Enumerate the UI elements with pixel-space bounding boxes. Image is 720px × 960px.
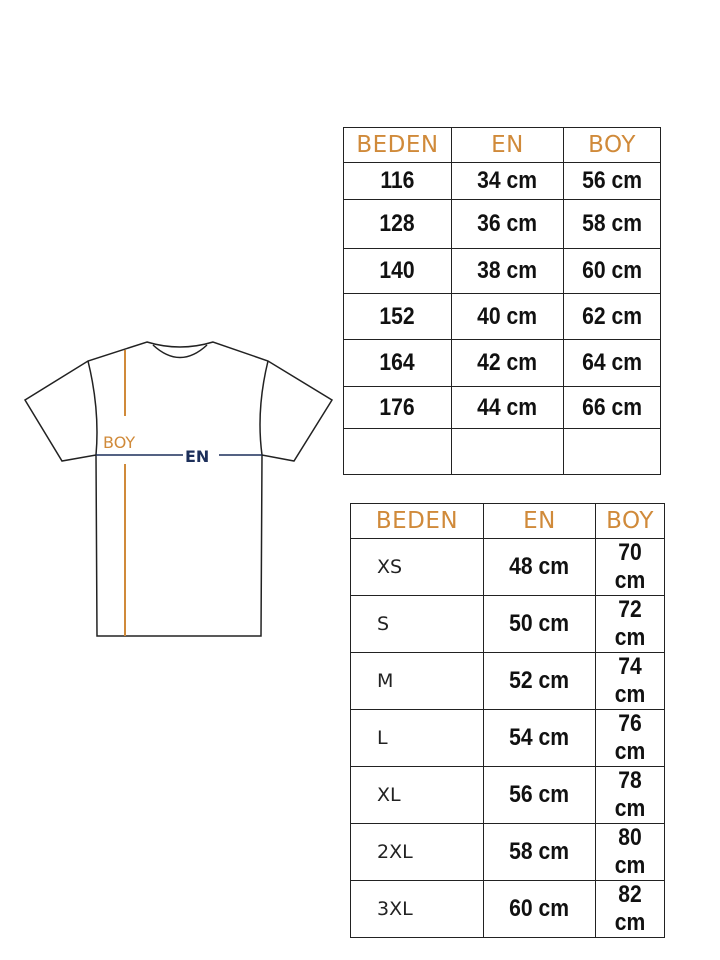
length-cell: 70 cm: [614, 539, 646, 594]
size-cell: 152: [379, 302, 416, 330]
size-cell: 140: [379, 257, 416, 284]
size-cell: 3XL: [350, 880, 484, 938]
width-cell: 48 cm: [509, 553, 570, 580]
empty-cell: [343, 428, 452, 475]
length-cell: 66 cm: [582, 393, 642, 421]
table-row: 140 38 cm 60 cm: [343, 248, 661, 294]
width-cell: 56 cm: [509, 781, 570, 808]
table-row: XL 56 cm 78 cm: [350, 766, 665, 824]
header-length: BOY: [595, 503, 665, 539]
table-row: 128 36 cm 58 cm: [343, 199, 661, 249]
length-cell: 82 cm: [614, 881, 646, 936]
length-cell: 78 cm: [614, 767, 646, 822]
table-row-empty: [343, 428, 661, 475]
size-cell: M: [350, 652, 484, 710]
length-cell: 56 cm: [582, 167, 642, 194]
header-width: EN: [451, 127, 564, 163]
width-cell: 38 cm: [477, 257, 538, 284]
size-cell: XS: [350, 538, 484, 596]
size-cell: 176: [379, 393, 416, 421]
width-cell: 58 cm: [509, 838, 570, 865]
header-size: BEDEN: [343, 127, 452, 163]
table-row: 3XL 60 cm 82 cm: [350, 880, 665, 938]
length-cell: 74 cm: [614, 653, 646, 708]
header-width: EN: [483, 503, 596, 539]
length-cell: 80 cm: [614, 824, 646, 879]
width-label: EN: [185, 447, 209, 466]
width-cell: 36 cm: [477, 210, 538, 237]
width-cell: 52 cm: [509, 667, 570, 694]
size-cell: L: [350, 709, 484, 767]
width-cell: 42 cm: [477, 349, 538, 376]
length-label: BOY: [103, 433, 135, 452]
table-row: 152 40 cm 62 cm: [343, 293, 661, 340]
empty-cell: [563, 428, 661, 475]
table-header-row: BEDEN EN BOY: [343, 127, 661, 163]
size-cell: 116: [380, 167, 415, 194]
width-cell: 44 cm: [477, 393, 538, 421]
size-cell: 128: [379, 210, 416, 237]
tshirt-outline: [23, 341, 334, 637]
length-cell: 60 cm: [582, 257, 642, 284]
length-cell: 64 cm: [582, 349, 642, 376]
header-size: BEDEN: [350, 503, 484, 539]
table-row: L 54 cm 76 cm: [350, 709, 665, 767]
size-cell: XL: [350, 766, 484, 824]
width-cell: 50 cm: [509, 610, 570, 637]
table-row: XS 48 cm 70 cm: [350, 538, 665, 596]
width-cell: 54 cm: [509, 724, 570, 751]
length-cell: 58 cm: [582, 210, 642, 237]
table-row: 2XL 58 cm 80 cm: [350, 823, 665, 881]
width-cell: 34 cm: [477, 167, 538, 194]
size-cell: 164: [379, 349, 416, 376]
size-cell: S: [350, 595, 484, 653]
kids-size-table: BEDEN EN BOY 116 34 cm 56 cm 128 36 cm 58 cm…: [343, 127, 661, 475]
length-cell: 76 cm: [614, 710, 646, 765]
table-row: S 50 cm 72 cm: [350, 595, 665, 653]
table-header-row: BEDEN EN BOY: [350, 503, 665, 539]
armhole-left: [87, 360, 98, 456]
size-cell: 2XL: [350, 823, 484, 881]
width-cell: 40 cm: [477, 302, 538, 330]
length-cell: 62 cm: [582, 302, 642, 330]
table-row: M 52 cm 74 cm: [350, 652, 665, 710]
table-row: 164 42 cm 64 cm: [343, 339, 661, 387]
width-cell: 60 cm: [509, 895, 570, 922]
header-length: BOY: [563, 127, 661, 163]
table-row: 176 44 cm 66 cm: [343, 386, 661, 429]
empty-cell: [451, 428, 564, 475]
armhole-right: [259, 360, 269, 456]
table-row: 116 34 cm 56 cm: [343, 162, 661, 200]
neckline: [152, 344, 208, 359]
length-cell: 72 cm: [614, 596, 646, 651]
